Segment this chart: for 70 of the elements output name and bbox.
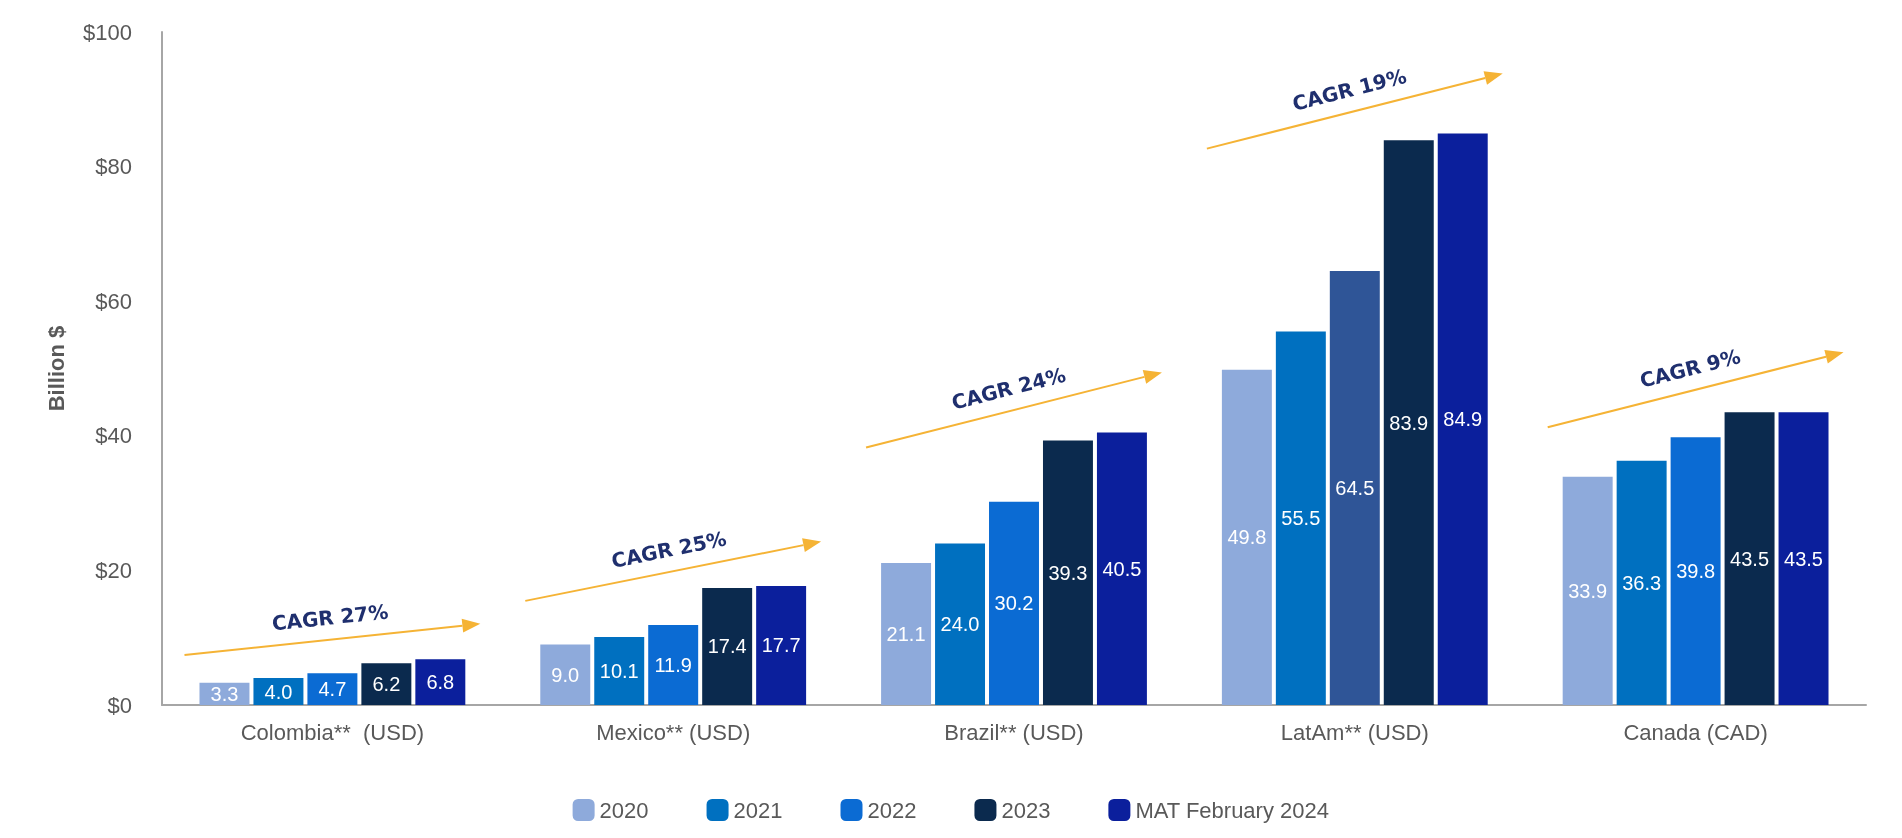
data-label: 4.0 <box>264 680 293 703</box>
data-label: 49.8 <box>1227 526 1267 549</box>
bar <box>1670 437 1721 705</box>
bar <box>1437 133 1488 705</box>
data-label: 6.2 <box>372 673 401 696</box>
data-label: 64.5 <box>1335 476 1375 499</box>
annotation: CAGR 19% <box>1289 63 1409 116</box>
data-label: 55.5 <box>1281 507 1321 530</box>
bar <box>415 659 466 705</box>
bar <box>540 644 591 705</box>
bar <box>1562 476 1613 705</box>
y-axis-title: Billion $ <box>43 325 69 412</box>
bar <box>1383 140 1434 705</box>
bar <box>361 663 412 705</box>
data-label: 33.9 <box>1568 579 1608 602</box>
data-label: 39.3 <box>1048 561 1088 584</box>
annotation: CAGR 9% <box>1637 344 1743 393</box>
y-tick-label: $0 <box>107 692 132 718</box>
data-label: 4.7 <box>318 678 347 701</box>
data-label: 6.8 <box>426 671 455 694</box>
y-tick-label: $100 <box>83 19 132 45</box>
bar <box>648 624 699 705</box>
bar <box>1096 432 1147 705</box>
legend-label: 2020 <box>599 797 649 823</box>
bar <box>1221 369 1272 705</box>
bar <box>989 501 1039 705</box>
data-label: 21.1 <box>886 623 926 645</box>
bar <box>1724 412 1775 705</box>
data-label: 17.4 <box>707 635 747 658</box>
bar <box>307 673 358 705</box>
x-tick-label: Brazil** (USD) <box>944 719 1084 745</box>
bar <box>702 587 753 705</box>
annotation: CAGR 25% <box>609 526 729 573</box>
annotation: CAGR 24% <box>949 362 1069 415</box>
data-label: 30.2 <box>994 592 1034 615</box>
x-tick-label: Canada (CAD) <box>1623 719 1768 745</box>
annotation: CAGR 27% <box>270 599 390 636</box>
bar <box>1042 440 1093 705</box>
bar <box>1778 412 1829 705</box>
data-label: 10.1 <box>599 660 639 683</box>
bar <box>594 637 645 705</box>
y-tick-label: $60 <box>95 288 132 314</box>
legend-label: 2022 <box>867 797 917 823</box>
data-label: 9.0 <box>551 663 580 686</box>
data-label: 43.5 <box>1784 547 1823 570</box>
bar <box>756 585 807 705</box>
y-tick-label: $40 <box>95 423 132 449</box>
data-label: 39.8 <box>1676 560 1716 583</box>
data-label: 43.5 <box>1730 547 1770 570</box>
x-tick-label: Mexico** (USD) <box>596 719 751 745</box>
y-tick-label: $80 <box>95 154 132 180</box>
bar <box>1275 331 1326 705</box>
bar <box>935 543 986 705</box>
x-tick-label: Colombia** (USD) <box>240 719 425 745</box>
legend-label: 2023 <box>1001 797 1051 823</box>
data-label: 40.5 <box>1102 557 1142 580</box>
data-label: 3.3 <box>210 682 239 705</box>
data-label: 11.9 <box>654 653 692 676</box>
data-label: 83.9 <box>1389 411 1429 434</box>
data-label: 84.9 <box>1443 408 1483 431</box>
y-tick-label: $20 <box>95 557 132 583</box>
data-label: 17.7 <box>761 634 801 657</box>
bar <box>1616 460 1667 705</box>
x-tick-label: LatAm** (USD) <box>1280 719 1429 745</box>
bar <box>881 563 932 705</box>
data-label: 36.3 <box>1622 571 1662 594</box>
data-label: 24.0 <box>940 613 980 636</box>
legend-label: MAT February 2024 <box>1135 797 1329 823</box>
bar <box>1329 270 1380 705</box>
legend-label: 2021 <box>733 797 783 823</box>
